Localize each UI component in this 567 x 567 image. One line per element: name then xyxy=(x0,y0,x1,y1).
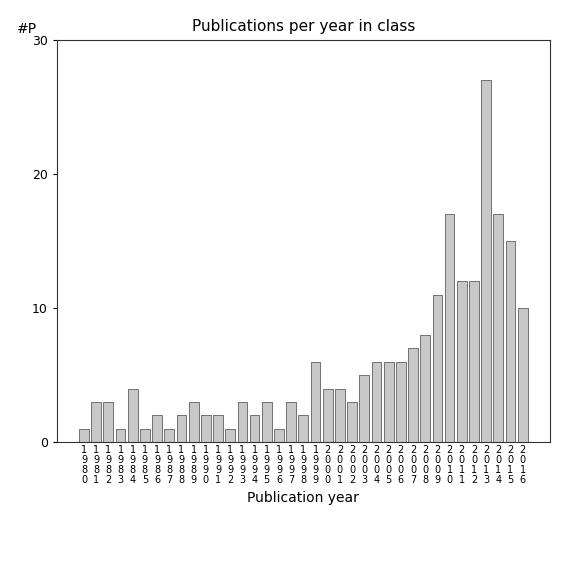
Bar xyxy=(91,402,101,442)
Bar xyxy=(274,429,284,442)
Bar xyxy=(457,281,467,442)
X-axis label: Publication year: Publication year xyxy=(247,490,359,505)
Bar xyxy=(506,241,515,442)
Bar xyxy=(298,416,308,442)
Bar xyxy=(445,214,455,442)
Bar xyxy=(286,402,296,442)
Bar xyxy=(396,362,406,442)
Bar xyxy=(116,429,125,442)
Bar xyxy=(493,214,503,442)
Bar xyxy=(225,429,235,442)
Text: #P: #P xyxy=(17,22,37,36)
Bar xyxy=(140,429,150,442)
Bar xyxy=(433,295,442,442)
Bar xyxy=(518,308,527,442)
Bar xyxy=(481,80,491,442)
Bar xyxy=(176,416,187,442)
Bar xyxy=(213,416,223,442)
Title: Publications per year in class: Publications per year in class xyxy=(192,19,415,35)
Bar xyxy=(335,388,345,442)
Bar xyxy=(238,402,247,442)
Bar xyxy=(128,388,138,442)
Bar xyxy=(189,402,198,442)
Bar xyxy=(384,362,393,442)
Bar xyxy=(371,362,382,442)
Bar xyxy=(420,335,430,442)
Bar xyxy=(469,281,479,442)
Bar xyxy=(249,416,260,442)
Bar xyxy=(323,388,333,442)
Bar xyxy=(262,402,272,442)
Bar xyxy=(347,402,357,442)
Bar xyxy=(408,348,418,442)
Bar xyxy=(164,429,174,442)
Bar xyxy=(104,402,113,442)
Bar xyxy=(359,375,369,442)
Bar xyxy=(201,416,211,442)
Bar xyxy=(311,362,320,442)
Bar xyxy=(79,429,89,442)
Bar xyxy=(152,416,162,442)
